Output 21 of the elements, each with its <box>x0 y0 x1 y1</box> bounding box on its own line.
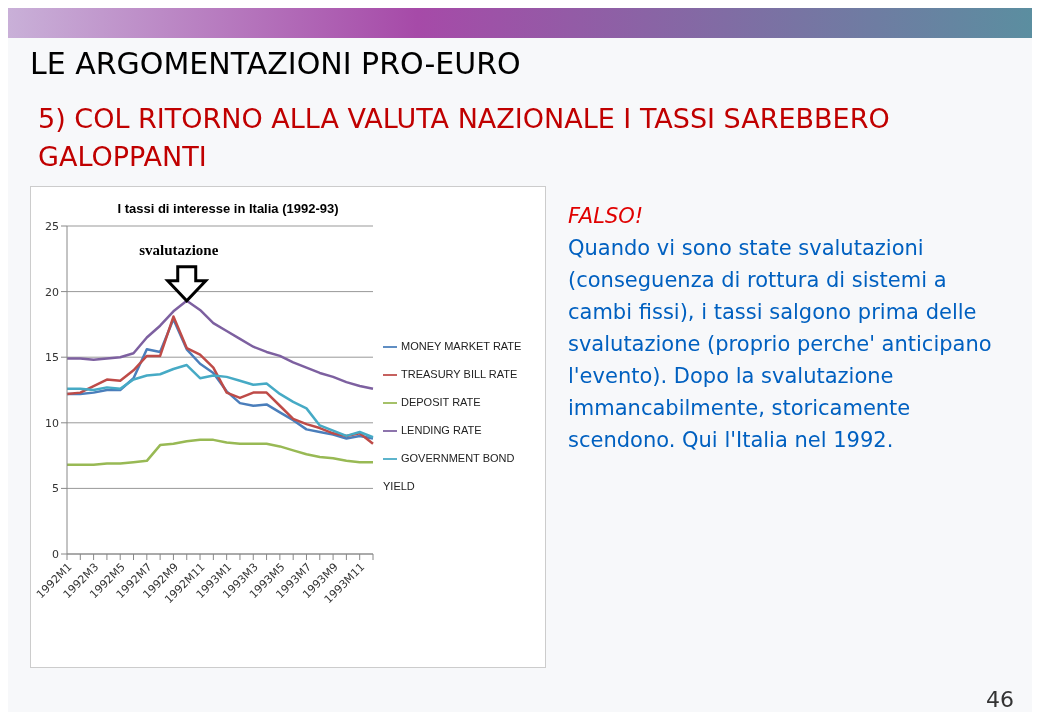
y-tick-label: 0 <box>52 547 59 561</box>
text: 5) COL RITORNO ALLA VALUTA NAZIONALE I TASSI SAREBBERO GALOPPANTI <box>38 102 891 174</box>
y-tick-label: 20 <box>45 285 59 299</box>
text: LE ARGOMENTAZIONI PRO-EURO <box>30 46 521 81</box>
line-series <box>65 299 375 390</box>
legend-label: TREASURY BILL RATE <box>401 368 518 380</box>
text: Quando vi sono state svalutazioni (conseguenza di rottura di sistemi a cambi fissi), i tassi salgono prima delle svalutazione (proprio perche' anticipano l'evento). Dopo la svalutazione immancabilmente, storicamente scendono. Qui l'Italia nel 1992. <box>568 235 993 454</box>
y-tick-label: 5 <box>52 482 59 496</box>
legend-label: DEPOSIT RATE <box>401 396 481 408</box>
text: GOVERNMENT BOND YIELD <box>383 452 515 492</box>
y-tick-label: 25 <box>45 219 59 233</box>
line-series <box>65 363 375 439</box>
legend-label: MONEY MARKET RATE <box>401 340 522 352</box>
y-tick-label: 15 <box>45 351 59 365</box>
chart-title: I tassi di interesse in Italia (1992-93) <box>116 201 340 216</box>
annotation: svalutazione <box>139 241 219 258</box>
y-tick-label: 10 <box>45 416 59 430</box>
text: FALSO! <box>568 203 645 230</box>
text: 46 <box>986 687 1014 712</box>
legend-label: LENDING RATE <box>401 424 482 436</box>
line-series <box>65 438 375 467</box>
